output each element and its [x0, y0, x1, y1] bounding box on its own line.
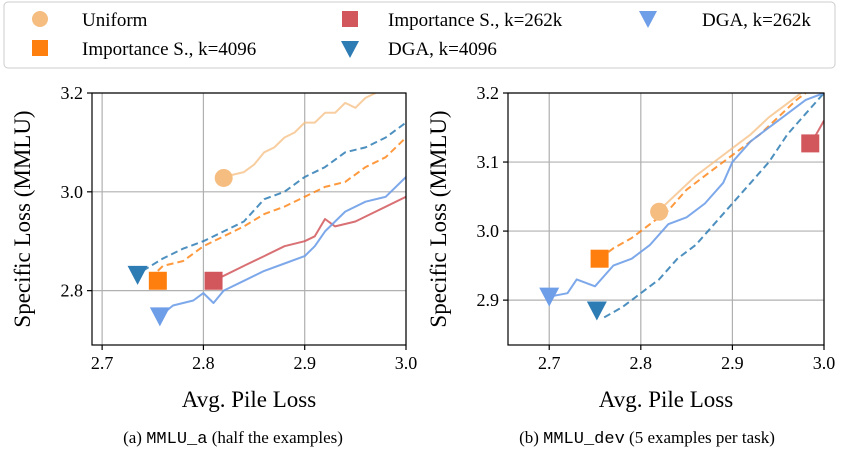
x-tick-label: 2.9	[293, 353, 316, 373]
legend-entry-dga-4096: DGA, k=4096	[341, 39, 497, 60]
series-line-importance-s-k-4096	[598, 93, 807, 260]
legend-marker-triangle	[341, 41, 359, 58]
series-line-dga-k-262k	[157, 176, 406, 319]
legend-entry-importance-262k: Importance S., k=262k	[342, 10, 563, 31]
series-line-dga-k-4096	[142, 121, 406, 272]
plot-area	[549, 93, 824, 319]
series-line-uniform	[658, 93, 802, 212]
marker-dga-k-4096	[586, 301, 607, 321]
legend-entry-importance-4096: Importance S., k=4096	[32, 39, 256, 60]
x-tick-label: 2.8	[192, 353, 215, 373]
legend-marker-circle	[32, 11, 48, 27]
marker-importance-s-k-4096	[148, 271, 167, 290]
y-axis-label: Specific Loss (MMLU)	[426, 110, 451, 327]
x-axis-label: Avg. Pile Loss	[182, 387, 316, 412]
legend-label: Importance S., k=4096	[82, 39, 256, 60]
series-line-importance-s-k-262k	[213, 195, 406, 282]
marker-dga-k-262k	[149, 307, 170, 327]
axes-frame	[507, 92, 825, 346]
series-line-importance-s-k-4096	[157, 136, 406, 272]
marker-uniform	[650, 202, 669, 221]
series-line-uniform	[223, 93, 377, 178]
legend-frame	[3, 1, 836, 69]
y-tick-label: 3.2	[477, 83, 500, 103]
y-tick-label: 3.1	[477, 152, 500, 172]
y-tick-label: 2.9	[477, 290, 500, 310]
series-line-dga-k-4096	[603, 93, 824, 319]
x-tick-label: 3.0	[813, 353, 836, 373]
x-tick-label: 3.0	[395, 353, 418, 373]
legend: Uniform Importance S., k=4096 Importance…	[3, 1, 836, 69]
marker-importance-s-k-262k	[801, 134, 820, 153]
y-tick-label: 2.8	[61, 281, 84, 301]
marker-importance-s-k-4096	[590, 249, 609, 268]
legend-label: Importance S., k=262k	[388, 10, 563, 31]
marker-dga-k-262k	[539, 287, 560, 307]
x-tick-label: 2.9	[721, 353, 744, 373]
caption-b: (b) MMLU_dev (5 examples per task)	[519, 428, 775, 449]
legend-entry-dga-262k: DGA, k=262k	[639, 10, 811, 31]
legend-marker-square	[342, 11, 358, 27]
grid	[508, 92, 825, 345]
marker-importance-s-k-262k	[204, 271, 223, 290]
marker-dga-k-4096	[127, 265, 148, 285]
y-tick-label: 3.0	[61, 182, 84, 202]
marker-uniform	[214, 168, 233, 187]
x-tick-label: 2.7	[538, 353, 561, 373]
axes-frame	[91, 92, 407, 346]
x-axis-label: Avg. Pile Loss	[599, 387, 733, 412]
series-line-dga-k-262k	[549, 93, 824, 298]
x-tick-label: 2.7	[91, 353, 114, 373]
legend-label: Uniform	[82, 10, 148, 31]
y-axis-label: Specific Loss (MMLU)	[10, 110, 35, 327]
plot-area	[142, 93, 406, 319]
y-tick-label: 3.2	[61, 83, 84, 103]
legend-label: DGA, k=4096	[388, 39, 497, 60]
y-tick-label: 3.0	[477, 221, 500, 241]
legend-marker-square	[32, 40, 48, 56]
legend-entry-uniform: Uniform	[32, 10, 148, 31]
legend-label: DGA, k=262k	[702, 10, 811, 31]
caption-a: (a) MMLU_a (half the examples)	[123, 428, 343, 449]
legend-marker-triangle	[639, 11, 657, 28]
chart-a: 2.7 2.8 2.9 3.0 2.8 3.0 3.2 Avg. Pile Loss Speci…	[10, 83, 417, 412]
x-tick-label: 2.8	[630, 353, 653, 373]
chart-b: 2.7 2.8 2.9 3.0 2.9 3.0 3.1 3.2 Avg. Pile Loss Sp…	[426, 83, 835, 412]
